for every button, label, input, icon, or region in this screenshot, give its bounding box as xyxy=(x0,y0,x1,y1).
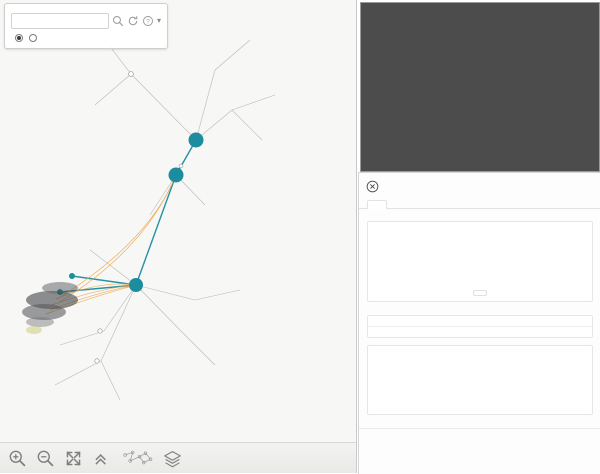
node-intracellular[interactable] xyxy=(129,278,143,292)
tab-interactions[interactable] xyxy=(407,200,427,209)
go-alignment-card xyxy=(367,315,593,338)
node-cytosolic-ribosome[interactable] xyxy=(69,273,75,279)
detail-tabs[interactable] xyxy=(359,196,600,209)
detail-header xyxy=(359,173,600,196)
search-icon[interactable] xyxy=(112,15,124,27)
go-branch-chart-card xyxy=(367,345,593,415)
node-cell-part[interactable] xyxy=(168,167,184,183)
radio-keywords[interactable] xyxy=(15,34,25,42)
robustness-legend[interactable] xyxy=(473,290,487,296)
search-panel[interactable]: ? ▾ xyxy=(4,3,168,49)
tab-genes[interactable] xyxy=(387,200,407,209)
radio-keywords-dot xyxy=(15,34,23,42)
robustness-plot xyxy=(374,236,586,278)
search-input[interactable] xyxy=(11,13,109,29)
node-cellular-component[interactable] xyxy=(188,132,204,148)
node-mitochondrial-part[interactable] xyxy=(128,71,134,77)
radio-genes-dot xyxy=(29,34,37,42)
node-nuclear-part[interactable] xyxy=(94,358,100,364)
node-protein-complex[interactable] xyxy=(97,328,103,334)
search-by-row xyxy=(11,34,161,42)
zoom-out-icon[interactable] xyxy=(36,449,55,468)
interaction-network-panel[interactable] xyxy=(360,2,600,172)
robustness-chart-card xyxy=(367,221,593,302)
svg-text:?: ? xyxy=(146,19,150,25)
chevron-down-icon[interactable]: ▾ xyxy=(156,16,161,25)
search-row: ? ▾ xyxy=(11,13,161,29)
dense-cluster[interactable] xyxy=(22,282,78,334)
collapse-chevrons-icon[interactable] xyxy=(92,449,111,468)
zoom-in-icon[interactable] xyxy=(8,449,27,468)
graph-toolbar[interactable] xyxy=(0,442,356,473)
go-branch-chart xyxy=(374,353,586,409)
close-circle-icon[interactable] xyxy=(366,180,379,193)
biological-process-heading xyxy=(359,422,600,429)
robustness-bottom-axis xyxy=(374,278,586,286)
interaction-network-graph[interactable] xyxy=(361,3,599,171)
fit-screen-icon[interactable] xyxy=(64,449,83,468)
refresh-icon[interactable] xyxy=(127,15,139,27)
radio-genes[interactable] xyxy=(29,34,39,42)
robustness-top-axis xyxy=(374,228,586,236)
term-detail-panel xyxy=(358,172,600,474)
help-icon[interactable]: ? xyxy=(142,15,154,27)
ontology-tree-graph[interactable] xyxy=(0,0,356,473)
ontology-tree-panel[interactable]: ? ▾ xyxy=(0,0,357,473)
go-category-row xyxy=(368,327,592,337)
go-term-row xyxy=(368,316,592,327)
network-icon[interactable] xyxy=(120,449,154,468)
layers-icon[interactable] xyxy=(163,449,182,468)
node-membrane[interactable] xyxy=(178,163,184,169)
unique-term-id xyxy=(359,209,600,221)
tab-summary[interactable] xyxy=(367,200,387,209)
